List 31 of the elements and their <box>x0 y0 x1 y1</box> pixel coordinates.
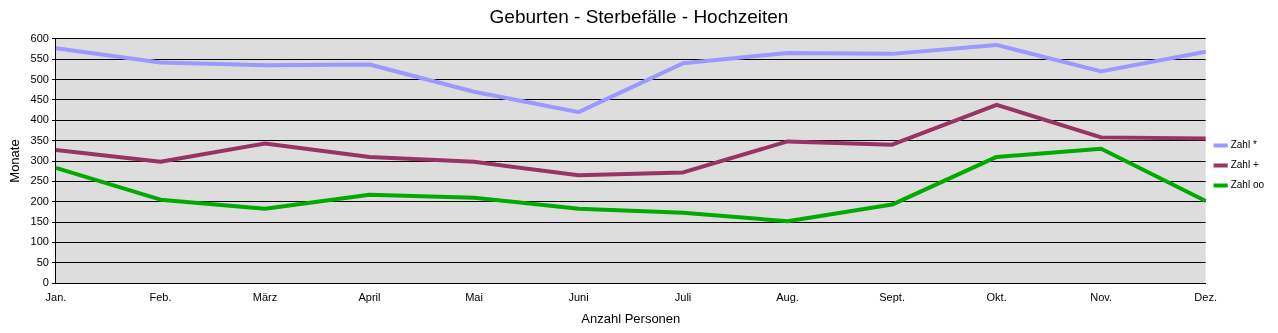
x-tick-label: April <box>358 290 381 303</box>
y-tick-label: 100 <box>30 235 49 248</box>
y-axis-title: Monate <box>7 139 23 183</box>
legend-label: Zahl + <box>1230 159 1259 171</box>
x-tick-label: Mai <box>465 290 483 303</box>
x-tick-label: Juli <box>674 290 692 303</box>
y-tick-label: 250 <box>30 174 49 187</box>
y-tick-label: 350 <box>30 133 49 146</box>
x-tick-label: Feb. <box>149 290 172 303</box>
x-tick-label: Juni <box>568 290 589 303</box>
y-tick-label: 500 <box>30 72 49 85</box>
x-tick-label: Dez. <box>1194 290 1217 303</box>
y-tick-label: 600 <box>30 31 49 44</box>
y-tick-label: 400 <box>30 113 49 126</box>
chart-title: Geburten - Sterbefälle - Hochzeiten <box>489 5 789 27</box>
x-tick-label: Nov. <box>1090 290 1113 303</box>
y-tick-label: 0 <box>42 276 49 289</box>
x-tick-label: Jan. <box>45 290 67 303</box>
x-axis-title: Anzahl Personen <box>581 310 681 326</box>
x-tick-label: Aug. <box>776 290 799 303</box>
y-tick-label: 550 <box>30 52 49 65</box>
y-tick-label: 50 <box>36 255 49 268</box>
y-tick-label: 450 <box>30 92 49 105</box>
legend-label: Zahl * <box>1230 139 1257 151</box>
legend-label: Zahl oo <box>1230 179 1265 191</box>
y-tick-label: 300 <box>30 154 49 167</box>
x-tick-label: Okt. <box>986 290 1007 303</box>
y-tick-label: 150 <box>30 215 49 228</box>
y-tick-label: 200 <box>30 194 49 207</box>
x-tick-label: Sept. <box>879 290 905 303</box>
x-tick-label: März <box>252 290 278 303</box>
